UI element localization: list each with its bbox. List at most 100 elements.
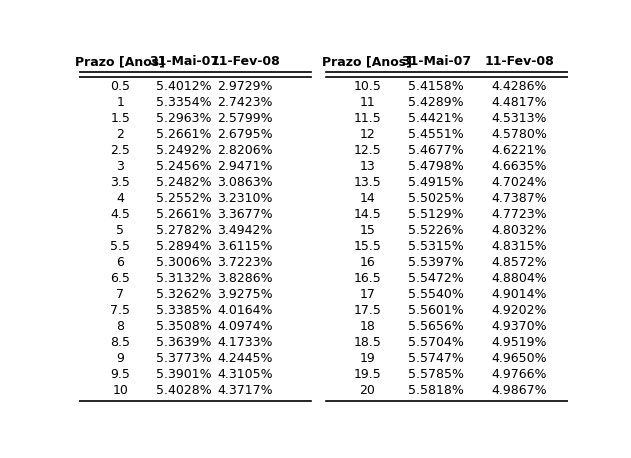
Text: 8: 8 — [117, 320, 124, 333]
Text: 5.4915%: 5.4915% — [408, 176, 464, 189]
Text: 3.0863%: 3.0863% — [217, 176, 273, 189]
Text: 3.5: 3.5 — [110, 176, 131, 189]
Text: 2.8206%: 2.8206% — [217, 144, 273, 157]
Text: 4.9650%: 4.9650% — [491, 352, 547, 365]
Text: Prazo [Anos]: Prazo [Anos] — [76, 55, 165, 68]
Text: 3.7223%: 3.7223% — [218, 256, 273, 269]
Text: 19: 19 — [360, 352, 375, 365]
Text: 3.9275%: 3.9275% — [217, 288, 273, 301]
Text: 12: 12 — [360, 128, 375, 141]
Text: 5.2963%: 5.2963% — [156, 112, 212, 125]
Text: 5.3773%: 5.3773% — [156, 352, 212, 365]
Text: 5.3354%: 5.3354% — [156, 96, 212, 109]
Text: 5.3385%: 5.3385% — [156, 304, 212, 317]
Text: 4.9014%: 4.9014% — [492, 288, 546, 301]
Text: 13.5: 13.5 — [353, 176, 381, 189]
Text: 5.4677%: 5.4677% — [408, 144, 464, 157]
Text: 13: 13 — [360, 160, 375, 173]
Text: 12.5: 12.5 — [353, 144, 381, 157]
Text: 7: 7 — [117, 288, 124, 301]
Text: 5.4421%: 5.4421% — [408, 112, 464, 125]
Text: 8.5: 8.5 — [110, 336, 131, 349]
Text: 3.8286%: 3.8286% — [217, 272, 273, 285]
Text: 5.2482%: 5.2482% — [156, 176, 212, 189]
Text: 19.5: 19.5 — [353, 368, 381, 381]
Text: 9: 9 — [117, 352, 124, 365]
Text: 11-Fev-08: 11-Fev-08 — [484, 55, 554, 68]
Text: 5.5818%: 5.5818% — [408, 384, 464, 397]
Text: 2.9471%: 2.9471% — [218, 160, 273, 173]
Text: 5.3006%: 5.3006% — [156, 256, 212, 269]
Text: 4.7723%: 4.7723% — [491, 208, 547, 221]
Text: 31-Mai-07: 31-Mai-07 — [401, 55, 471, 68]
Text: 16: 16 — [360, 256, 375, 269]
Text: 4.4817%: 4.4817% — [491, 96, 547, 109]
Text: 3.6115%: 3.6115% — [218, 240, 273, 253]
Text: 18.5: 18.5 — [353, 336, 381, 349]
Text: 11.5: 11.5 — [353, 112, 381, 125]
Text: 17.5: 17.5 — [353, 304, 381, 317]
Text: 9.5: 9.5 — [110, 368, 131, 381]
Text: 2.7423%: 2.7423% — [218, 96, 273, 109]
Text: 4.8315%: 4.8315% — [491, 240, 547, 253]
Text: 5.2894%: 5.2894% — [156, 240, 212, 253]
Text: 5.4289%: 5.4289% — [408, 96, 464, 109]
Text: 18: 18 — [360, 320, 375, 333]
Text: 5: 5 — [117, 224, 124, 237]
Text: 6: 6 — [117, 256, 124, 269]
Text: 2.5799%: 2.5799% — [217, 112, 273, 125]
Text: 4.5780%: 4.5780% — [491, 128, 547, 141]
Text: Prazo [Anos]: Prazo [Anos] — [322, 55, 413, 68]
Text: 3.2310%: 3.2310% — [218, 192, 273, 205]
Text: 5.5: 5.5 — [110, 240, 131, 253]
Text: 4.0974%: 4.0974% — [217, 320, 273, 333]
Text: 5.2492%: 5.2492% — [156, 144, 212, 157]
Text: 5.2661%: 5.2661% — [156, 128, 212, 141]
Text: 5.5315%: 5.5315% — [408, 240, 464, 253]
Text: 5.5747%: 5.5747% — [408, 352, 464, 365]
Text: 3: 3 — [117, 160, 124, 173]
Text: 4.6635%: 4.6635% — [492, 160, 546, 173]
Text: 5.5704%: 5.5704% — [408, 336, 464, 349]
Text: 10.5: 10.5 — [353, 80, 381, 93]
Text: 2.9729%: 2.9729% — [218, 80, 273, 93]
Text: 5.3262%: 5.3262% — [156, 288, 212, 301]
Text: 4.5: 4.5 — [110, 208, 131, 221]
Text: 0.5: 0.5 — [110, 80, 131, 93]
Text: 5.5472%: 5.5472% — [408, 272, 464, 285]
Text: 14.5: 14.5 — [353, 208, 381, 221]
Text: 5.2552%: 5.2552% — [156, 192, 212, 205]
Text: 5.3508%: 5.3508% — [156, 320, 212, 333]
Text: 5.4798%: 5.4798% — [408, 160, 464, 173]
Text: 11-Fev-08: 11-Fev-08 — [210, 55, 280, 68]
Text: 4.4286%: 4.4286% — [492, 80, 546, 93]
Text: 5.5656%: 5.5656% — [408, 320, 464, 333]
Text: 7.5: 7.5 — [110, 304, 131, 317]
Text: 2.6795%: 2.6795% — [217, 128, 273, 141]
Text: 4: 4 — [117, 192, 124, 205]
Text: 5.5025%: 5.5025% — [408, 192, 464, 205]
Text: 5.3132%: 5.3132% — [156, 272, 212, 285]
Text: 5.2661%: 5.2661% — [156, 208, 212, 221]
Text: 4.5313%: 4.5313% — [492, 112, 546, 125]
Text: 31-Mai-07: 31-Mai-07 — [149, 55, 219, 68]
Text: 4.1733%: 4.1733% — [218, 336, 273, 349]
Text: 4.3105%: 4.3105% — [217, 368, 273, 381]
Text: 4.6221%: 4.6221% — [492, 144, 546, 157]
Text: 3.3677%: 3.3677% — [217, 208, 273, 221]
Text: 15.5: 15.5 — [353, 240, 381, 253]
Text: 5.3639%: 5.3639% — [156, 336, 212, 349]
Text: 14: 14 — [360, 192, 375, 205]
Text: 3.4942%: 3.4942% — [218, 224, 273, 237]
Text: 5.4158%: 5.4158% — [408, 80, 464, 93]
Text: 10: 10 — [112, 384, 128, 397]
Text: 4.9867%: 4.9867% — [491, 384, 547, 397]
Text: 16.5: 16.5 — [353, 272, 381, 285]
Text: 5.2456%: 5.2456% — [156, 160, 212, 173]
Text: 6.5: 6.5 — [110, 272, 131, 285]
Text: 4.8032%: 4.8032% — [491, 224, 547, 237]
Text: 20: 20 — [360, 384, 375, 397]
Text: 17: 17 — [360, 288, 375, 301]
Text: 5.5601%: 5.5601% — [408, 304, 464, 317]
Text: 2: 2 — [117, 128, 124, 141]
